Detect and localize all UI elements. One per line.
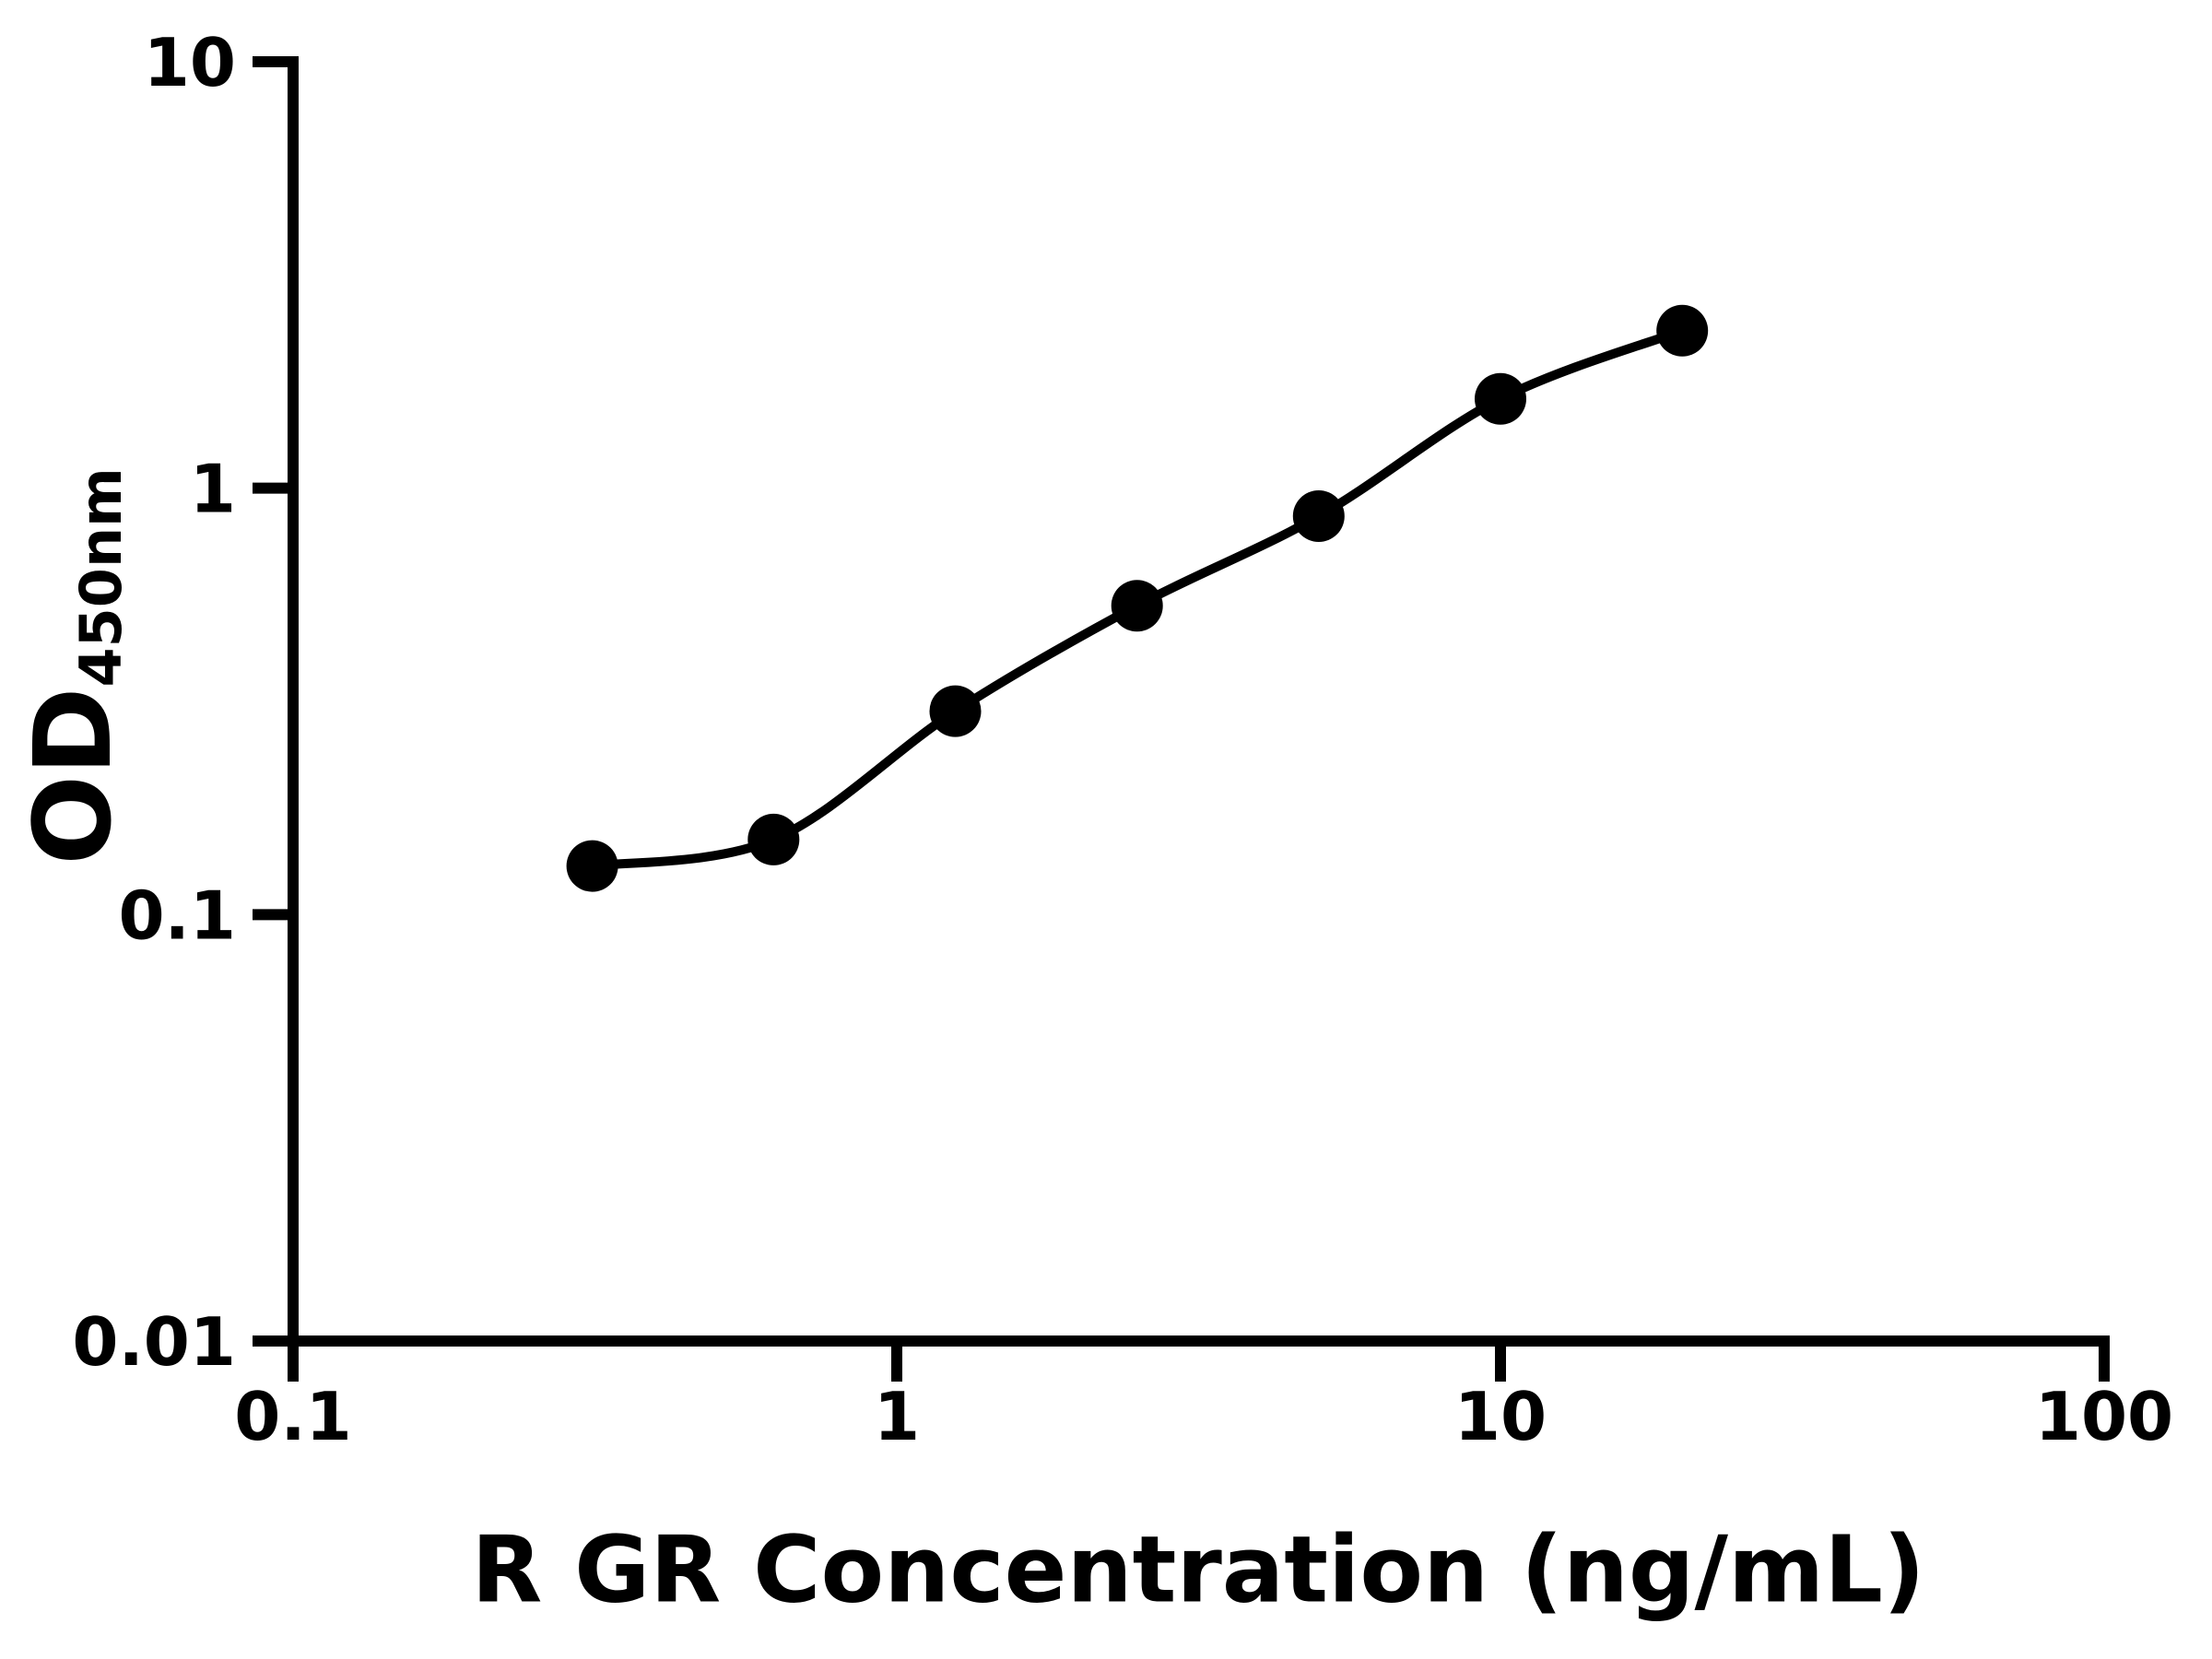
y-axis-title: OD450nm: [12, 467, 135, 865]
tick-layer: [253, 56, 2110, 1382]
x-tick-label-1: 1: [874, 1378, 920, 1455]
data-point-2.5: [1111, 580, 1163, 632]
data-point-10: [1475, 372, 1526, 425]
y-tick-label-10: 10: [144, 24, 236, 101]
data-point-1.25: [929, 685, 982, 737]
x-tick-label-100: 100: [2035, 1378, 2173, 1455]
x-axis-title: R GR Concentration (ng/mL): [471, 1515, 1925, 1624]
x-tick-label-0.1: 0.1: [234, 1378, 352, 1455]
y-tick-label-0.1: 0.1: [118, 877, 236, 954]
y-axis-title-subscript: 450nm: [67, 467, 135, 688]
data-point-5: [1292, 490, 1345, 542]
data-point-0.625: [747, 813, 800, 865]
x-tick-label-10: 10: [1454, 1378, 1547, 1455]
data-point-20: [1656, 304, 1709, 357]
axes-layer: [288, 56, 2110, 1347]
data-point-layer: [566, 304, 1709, 892]
y-tick-label-0.01: 0.01: [72, 1303, 236, 1381]
y-tick-label-1: 1: [190, 451, 236, 528]
y-axis-title-main: OD: [12, 687, 135, 865]
data-point-0.313: [566, 840, 618, 892]
